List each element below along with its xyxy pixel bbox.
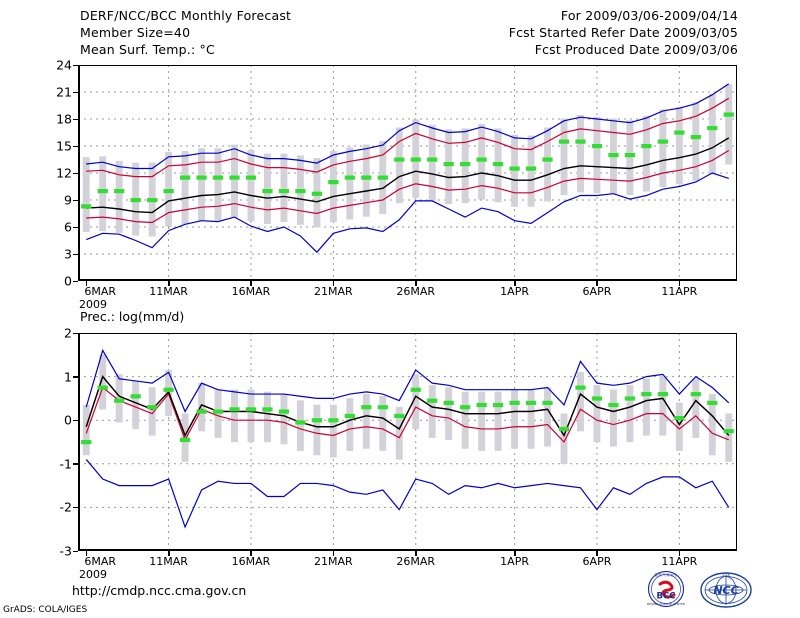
svg-text:BEIJING CLIMATE CENTER: BEIJING CLIMATE CENTER xyxy=(647,602,685,606)
y-axis-tick-label: 0 xyxy=(64,412,72,428)
y-axis-tick xyxy=(73,118,78,120)
y-axis-tick xyxy=(73,199,78,201)
y-axis-tick xyxy=(73,376,78,378)
y-axis-tick xyxy=(73,463,78,465)
y-axis-tick xyxy=(73,145,78,147)
x-axis-tick xyxy=(678,551,681,556)
y-axis-tick-label: 3 xyxy=(64,246,72,262)
x-axis-tick xyxy=(332,551,335,556)
temperature-chart xyxy=(78,65,737,281)
x-axis-tick-label: 26MAR xyxy=(396,555,436,568)
temperature-plot-area xyxy=(78,65,737,281)
y-axis-tick xyxy=(73,550,78,552)
y-axis-tick-label: -1 xyxy=(59,456,72,472)
x-axis-tick xyxy=(678,281,681,286)
y-axis-tick-label: 0 xyxy=(64,273,72,289)
x-axis-year-label: 2009 xyxy=(79,568,107,581)
precipitation-chart xyxy=(78,333,737,551)
x-axis-tick-label: 1APR xyxy=(500,285,529,298)
x-axis-tick xyxy=(596,281,598,286)
x-axis-tick xyxy=(514,281,516,286)
x-axis-tick xyxy=(250,551,252,556)
x-axis-tick-label: 6MAR xyxy=(84,285,117,298)
y-axis-tick xyxy=(73,64,78,66)
member-size-label: Member Size=40 xyxy=(80,25,191,40)
x-axis-tick-label: 16MAR xyxy=(231,285,271,298)
x-axis-tick-label: 21MAR xyxy=(314,555,353,568)
x-axis-tick xyxy=(168,551,170,556)
x-axis-tick xyxy=(85,281,88,286)
y-axis-tick-label: 6 xyxy=(64,219,72,235)
svg-text:BCC: BCC xyxy=(657,592,676,602)
x-axis-tick xyxy=(514,551,516,556)
y-axis-tick-label: -2 xyxy=(59,499,72,515)
x-axis-year-label: 2009 xyxy=(79,298,107,311)
grads-credit: GrADS: COLA/IGES xyxy=(3,605,88,615)
x-axis-tick-label: 1APR xyxy=(500,555,529,568)
y-axis-tick-label: 9 xyxy=(64,192,72,208)
y-axis-tick-label: 21 xyxy=(56,84,72,100)
x-axis-tick xyxy=(415,281,417,286)
y-axis-tick xyxy=(73,172,78,174)
y-axis-tick xyxy=(73,253,78,255)
x-axis-tick-label: 26MAR xyxy=(396,285,436,298)
x-axis-tick-label: 11APR xyxy=(661,555,698,568)
precipitation-panel-label: Prec.: log(mm/d) xyxy=(80,309,185,324)
bcc-logo: BCC BEIJING CLIMATE CENTER 国 家 气 候 中 心 xyxy=(640,570,692,610)
y-axis-tick-label: 1 xyxy=(64,369,72,385)
temperature-panel-label: Mean Surf. Temp.: °C xyxy=(80,42,215,57)
x-axis-tick-label: 21MAR xyxy=(314,285,353,298)
page-title: DERF/NCC/BCC Monthly Forecast xyxy=(80,8,292,23)
x-axis-tick xyxy=(596,551,598,556)
forecast-started-label: Fcst Started Refer Date 2009/03/05 xyxy=(508,25,738,40)
x-axis-tick-label: 16MAR xyxy=(231,555,271,568)
precipitation-plot-area xyxy=(78,333,737,551)
y-axis-tick xyxy=(73,419,78,422)
x-axis-tick xyxy=(332,281,335,286)
x-axis-tick-label: 6APR xyxy=(582,555,612,568)
x-axis-tick-label: 6APR xyxy=(582,285,612,298)
y-axis-tick-label: 15 xyxy=(56,138,72,154)
x-axis-tick xyxy=(85,551,88,556)
x-axis-tick-label: 11MAR xyxy=(149,555,188,568)
y-axis-tick-label: 2 xyxy=(64,325,72,341)
y-axis-tick xyxy=(73,332,78,334)
y-axis-tick xyxy=(73,506,78,509)
forecast-produced-label: Fcst Produced Date 2009/03/06 xyxy=(534,42,738,57)
y-axis-tick xyxy=(73,226,78,228)
forecast-range-label: For 2009/03/06-2009/04/14 xyxy=(560,8,738,23)
y-axis-tick-label: 12 xyxy=(56,165,72,181)
x-axis-tick-label: 11APR xyxy=(661,285,698,298)
svg-text:国 家 气 候 中 心: 国 家 气 候 中 心 xyxy=(655,572,678,577)
y-axis-tick-label: 18 xyxy=(56,111,72,127)
website-url[interactable]: http://cmdp.ncc.cma.gov.cn xyxy=(72,583,247,598)
svg-text:NCC: NCC xyxy=(713,584,738,597)
y-axis-tick-label: 24 xyxy=(56,57,72,73)
x-axis-tick xyxy=(168,281,170,286)
y-axis-tick xyxy=(73,280,78,282)
svg-text:中 国: 中 国 xyxy=(722,572,730,577)
x-axis-tick-label: 6MAR xyxy=(84,555,117,568)
logo-group: BCC BEIJING CLIMATE CENTER 国 家 气 候 中 心 N… xyxy=(640,570,758,610)
y-axis-tick-label: -3 xyxy=(59,543,72,559)
y-axis-tick xyxy=(73,91,78,93)
ncc-logo: NCC 中 国 xyxy=(698,570,754,610)
x-axis-tick xyxy=(250,281,252,286)
x-axis-tick-label: 11MAR xyxy=(149,285,188,298)
x-axis-tick xyxy=(415,551,417,556)
